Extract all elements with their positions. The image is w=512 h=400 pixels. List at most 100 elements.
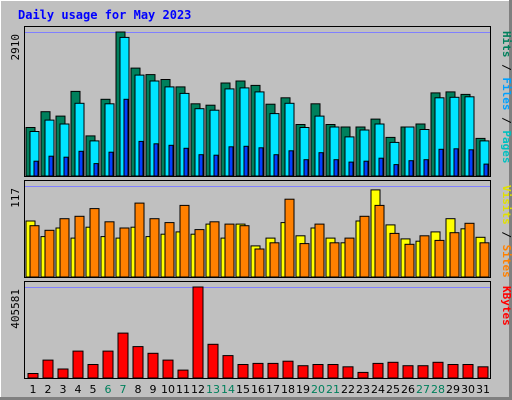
sites-bar-day-9	[149, 218, 160, 278]
sites-bar-day-27	[419, 235, 430, 278]
kbytes-ymax-label: 405581	[9, 289, 22, 329]
chart-title: Daily usage for May 2023	[18, 8, 191, 22]
pages-bar-day-2	[48, 155, 54, 177]
kbytes-bar-day-26	[402, 365, 414, 379]
day-label-25: 25	[386, 383, 400, 396]
sites-bar-day-2	[44, 229, 55, 278]
sites-bar-day-16	[254, 248, 265, 278]
traffic-legend-item-0: Pages	[500, 130, 512, 163]
day-label-24: 24	[371, 383, 385, 396]
sites-bar-day-24	[374, 204, 385, 278]
kbytes-bar-day-14	[222, 355, 234, 379]
kbytes-bar-day-15	[237, 364, 249, 379]
x-axis-day-labels: 1 2 3 4 5 6 7 8 9 10 11 12 13 14 15 16 17 18 19 20 21 22 23 24 2…	[30, 383, 491, 396]
kbytes-bar-day-4	[72, 350, 84, 379]
pages-bar-day-14	[228, 146, 234, 177]
kbytes-bar-day-19	[297, 365, 309, 379]
sites-bar-day-20	[314, 223, 325, 278]
day-label-11: 11	[176, 383, 190, 396]
pages-bar-day-23	[363, 160, 369, 177]
pages-bar-day-12	[198, 154, 204, 177]
kbytes-bar-day-30	[462, 364, 474, 379]
sites-bar-day-13	[209, 221, 220, 278]
day-label-21: 21	[326, 383, 340, 396]
kbytes-bar-day-5	[87, 364, 99, 379]
day-label-3: 3	[60, 383, 67, 396]
sites-bar-day-10	[164, 222, 175, 278]
pages-bar-day-20	[318, 152, 324, 177]
kbytes-bar-day-25	[387, 361, 399, 379]
kbytes-legend-item-0: KBytes	[500, 286, 512, 326]
sites-bar-day-1	[29, 225, 40, 278]
sites-bar-day-23	[359, 215, 370, 278]
sites-bar-day-30	[464, 222, 475, 278]
kbytes-bar-day-31	[477, 366, 489, 379]
day-label-8: 8	[135, 383, 142, 396]
pages-bar-day-8	[138, 140, 144, 177]
sites-bar-day-14	[224, 223, 235, 278]
sites-bar-day-3	[59, 218, 70, 278]
pages-bar-day-28	[438, 148, 444, 177]
day-label-23: 23	[356, 383, 370, 396]
traffic-panel: 2910 Hits / Files / Pages	[9, 26, 512, 177]
kbytes-panel-frame	[24, 281, 491, 379]
traffic-ymax-label: 2910	[9, 34, 22, 61]
kbytes-bar-day-20	[312, 364, 324, 379]
sites-bar-day-6	[104, 221, 115, 278]
traffic-legend-item-4: Hits	[500, 31, 512, 58]
kbytes-bar-day-1	[27, 373, 39, 379]
pages-bar-day-9	[153, 143, 159, 177]
day-label-22: 22	[341, 383, 355, 396]
day-label-18: 18	[281, 383, 295, 396]
pages-bar-day-21	[333, 159, 339, 177]
kbytes-bar-day-22	[342, 366, 354, 379]
day-label-5: 5	[90, 383, 97, 396]
kbytes-bar-day-24	[372, 362, 384, 379]
sites-bar-day-17	[269, 242, 280, 278]
traffic-legend-item-2: Files	[500, 77, 512, 110]
pages-bar-day-13	[213, 154, 219, 177]
sites-bar-day-21	[329, 242, 340, 278]
day-label-12: 12	[191, 383, 205, 396]
sites-bar-day-12	[194, 229, 205, 278]
visits-legend-item-0: Sites	[500, 245, 512, 278]
pages-bar-day-4	[78, 150, 84, 177]
sites-bar-day-25	[389, 232, 400, 278]
visits-legend: Visits / Sites	[500, 185, 512, 278]
sites-bar-day-29	[449, 232, 460, 278]
kbytes-bar-day-27	[417, 365, 429, 379]
pages-bar-day-24	[378, 157, 384, 177]
pages-bar-day-29	[453, 148, 459, 177]
day-label-20: 20	[311, 383, 325, 396]
pages-bar-day-16	[258, 147, 264, 177]
day-label-4: 4	[75, 383, 82, 396]
pages-bar-day-27	[423, 159, 429, 177]
kbytes-bar-day-16	[252, 362, 264, 379]
kbytes-bar-day-18	[282, 360, 294, 379]
day-label-10: 10	[161, 383, 175, 396]
pages-bar-day-22	[348, 161, 354, 177]
kbytes-bar-day-6	[102, 350, 114, 379]
day-label-30: 30	[461, 383, 475, 396]
day-label-7: 7	[120, 383, 127, 396]
pages-bar-day-3	[63, 156, 69, 177]
pages-bar-day-1	[33, 160, 39, 177]
sites-bar-day-5	[89, 208, 100, 278]
kbytes-bar-day-23	[357, 371, 369, 379]
sites-bar-day-11	[179, 204, 190, 278]
kbytes-bar-day-2	[42, 359, 54, 379]
kbytes-bar-day-17	[267, 362, 279, 379]
pages-bar-day-25	[393, 164, 399, 177]
day-label-31: 31	[476, 383, 490, 396]
kbytes-bar-day-7	[117, 332, 129, 379]
traffic-legend-item-3: /	[500, 58, 512, 78]
kbytes-bar-day-9	[147, 352, 159, 379]
kbytes-bar-day-13	[207, 343, 219, 379]
kbytes-bar-day-29	[447, 364, 459, 379]
sites-bar-day-8	[134, 202, 145, 278]
kbytes-panel: 405581 KBytes	[9, 281, 512, 379]
kbytes-bar-day-11	[177, 369, 189, 379]
day-label-1: 1	[30, 383, 37, 396]
sites-bar-day-15	[239, 225, 250, 278]
day-label-27: 27	[416, 383, 430, 396]
